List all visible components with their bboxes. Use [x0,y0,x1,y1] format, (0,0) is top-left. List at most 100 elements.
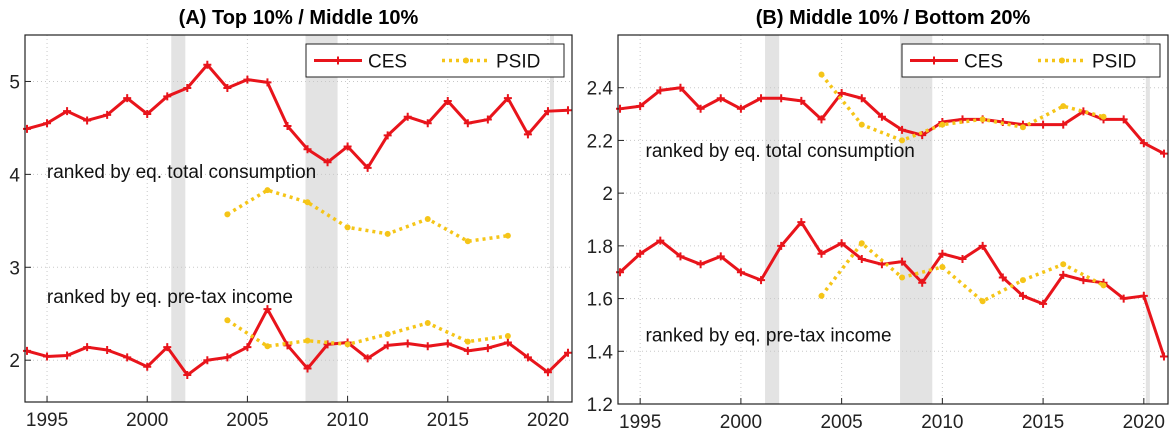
x-tick-label: 2005 [226,410,268,431]
point [1059,120,1068,129]
point [304,199,311,206]
y-tick-label: 2.2 [587,131,613,152]
point [363,163,372,172]
x-tick-label: 1995 [619,412,661,433]
point [183,83,192,92]
plot-frame [24,34,573,403]
point [224,317,231,324]
point [1039,299,1048,308]
point [1119,294,1128,303]
point [344,224,351,231]
x-tick-label: 1995 [26,410,68,431]
x-tick-label: 2015 [427,410,469,431]
point [223,353,232,362]
legend-marker [1059,57,1065,64]
point [263,78,272,87]
point [523,130,532,139]
point [443,96,452,105]
point [424,215,431,222]
y-tick-label: 2 [602,184,613,205]
point [777,241,786,250]
point [1100,282,1107,289]
point [43,119,52,128]
point [384,230,391,237]
point [163,92,172,101]
y-tick-label: 1.6 [587,290,613,311]
legend-label: PSID [1092,52,1136,73]
point [797,96,806,105]
point [837,239,846,248]
y-tick-label: 1.2 [587,395,613,416]
recession-shade [549,35,554,402]
point [818,292,825,299]
x-tick-label: 2010 [921,412,963,433]
legend-marker [334,56,342,65]
point [463,346,472,355]
point [1139,291,1148,300]
point [343,142,352,151]
point [777,94,786,103]
series-line [619,220,1166,358]
point [736,104,745,113]
legend-label: CES [964,52,1003,73]
point [63,351,72,360]
point [918,278,927,287]
point [958,255,967,264]
point [103,110,112,119]
point [818,71,825,78]
point [383,341,392,350]
legend-label: PSID [496,52,540,73]
point [443,339,452,348]
point [503,94,512,103]
point [383,131,392,140]
series-line [26,63,569,170]
point [696,260,705,269]
point [463,119,472,128]
point [63,107,72,116]
point [523,353,532,362]
point [857,255,866,264]
point [979,298,986,305]
y-tick-label: 5 [9,72,20,93]
point [979,116,986,123]
group-label: ranked by eq. pre-tax income [646,325,892,346]
y-tick-label: 4 [9,165,20,186]
point [1119,115,1128,124]
y-tick-label: 1.4 [587,342,614,363]
point [938,249,947,258]
point [757,276,766,285]
legend-marker [463,57,469,64]
point [143,362,152,371]
point [143,109,152,118]
point [877,112,886,121]
recession-shade [765,35,780,404]
series-line [619,86,1165,155]
point [264,343,271,350]
point [899,137,906,144]
series-line [226,188,509,244]
point [483,115,492,124]
point [103,345,112,354]
x-tick-label: 2005 [820,412,862,433]
legend-marker [930,56,938,65]
chart-title: (A) Top 10% / Middle 10% [179,7,419,29]
point [636,102,645,111]
point [83,116,92,125]
point [998,273,1007,282]
x-tick-label: 2010 [326,410,368,431]
point [757,94,766,103]
point [203,60,212,69]
point [263,305,272,314]
point [858,240,865,247]
point [898,257,907,266]
point [323,158,332,167]
group-label: ranked by eq. total consumption [47,162,316,183]
point [423,119,432,128]
point [504,232,511,239]
point [1019,124,1026,131]
chart-title: (B) Middle 10% / Bottom 20% [756,7,1031,29]
point [1100,113,1107,120]
point [656,86,665,95]
point [696,104,705,113]
point [503,338,512,347]
